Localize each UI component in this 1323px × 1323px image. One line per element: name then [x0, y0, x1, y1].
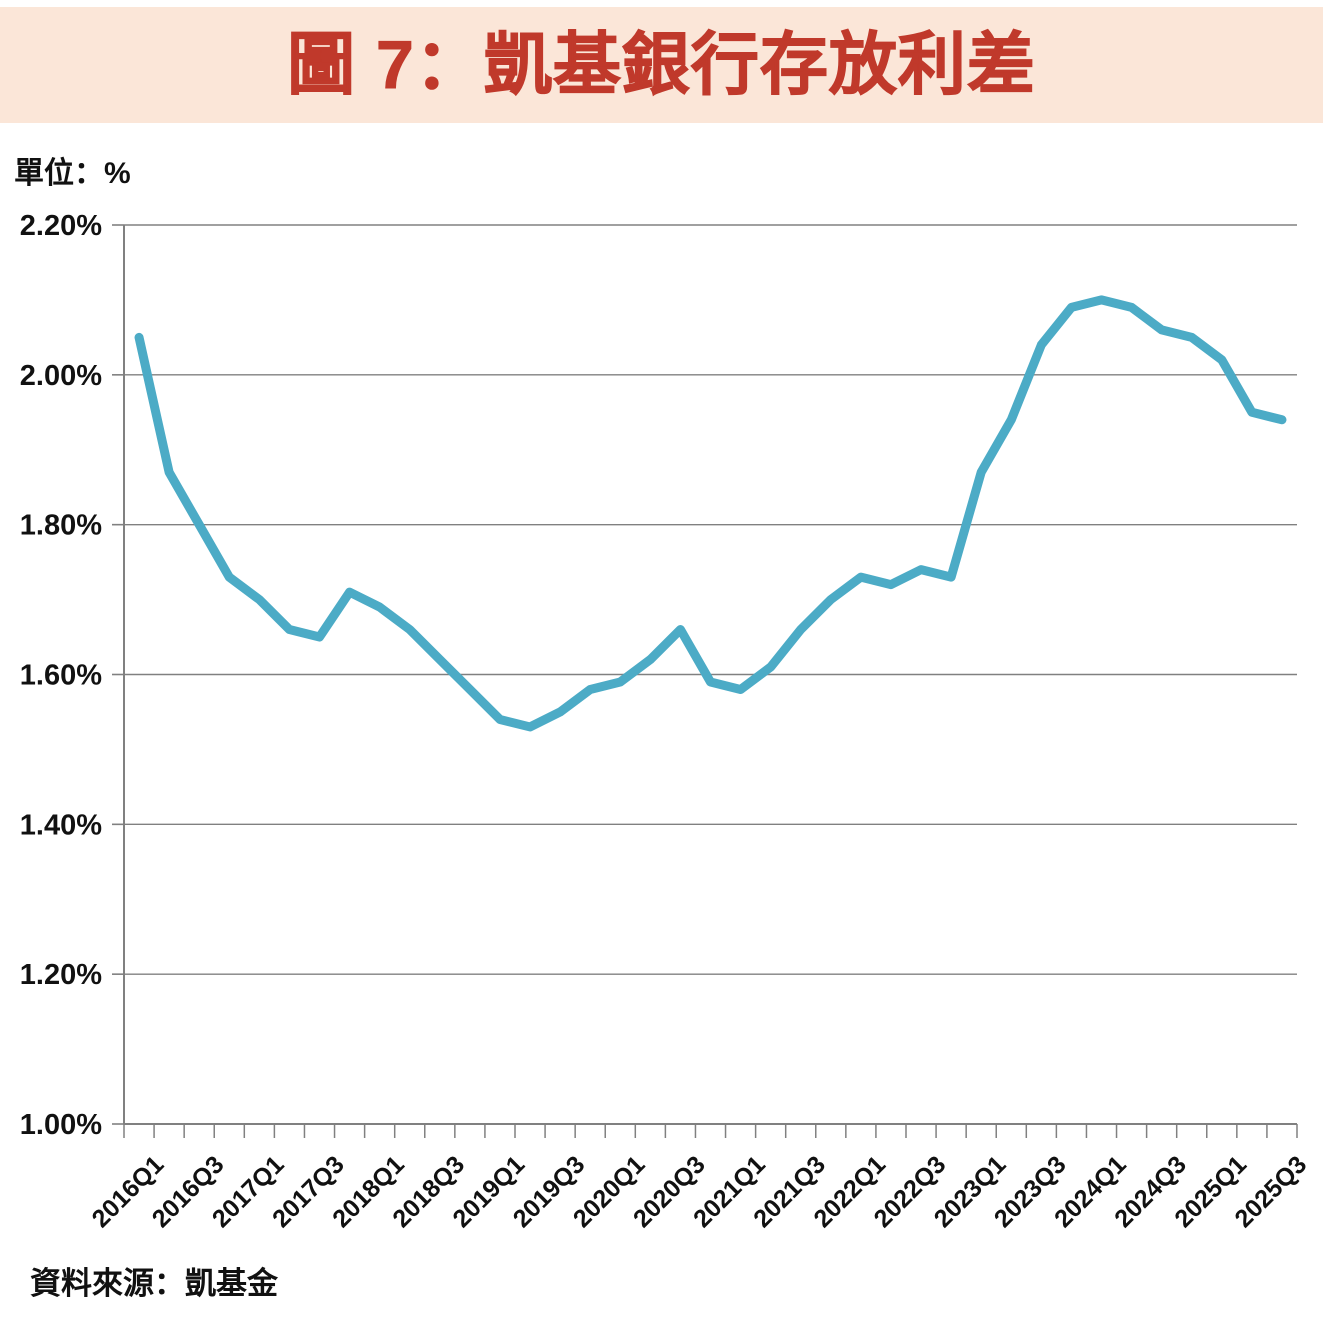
y-axis-tick-label: 2.00% — [20, 360, 102, 392]
source-note: 資料來源：凱基金 — [30, 1266, 278, 1301]
y-axis-tick-label: 1.40% — [20, 809, 102, 841]
data-series-line — [134, 295, 1287, 732]
y-axis-tick-labels: 1.00% 1.20% 1.40% 1.60% 1.80% 2.00% 2.20% — [20, 210, 102, 1141]
y-axis-tick-label: 1.80% — [20, 510, 102, 542]
y-axis-tick-label: 2.20% — [20, 210, 102, 242]
unit-label: 單位：% — [14, 157, 131, 190]
x-axis-ticks — [123, 1124, 1298, 1138]
page-title: 圖 7：凱基銀行存放利差 — [287, 27, 1036, 103]
title-banner: 圖 7：凱基銀行存放利差 — [0, 7, 1323, 123]
y-axis-tick-label: 1.60% — [20, 660, 102, 692]
y-axis-tick-label: 1.00% — [20, 1109, 102, 1141]
y-axis-tick-label: 1.20% — [20, 959, 102, 991]
x-axis-tick-labels: 2016Q12016Q32017Q12017Q32018Q12018Q32019… — [87, 1150, 1313, 1233]
